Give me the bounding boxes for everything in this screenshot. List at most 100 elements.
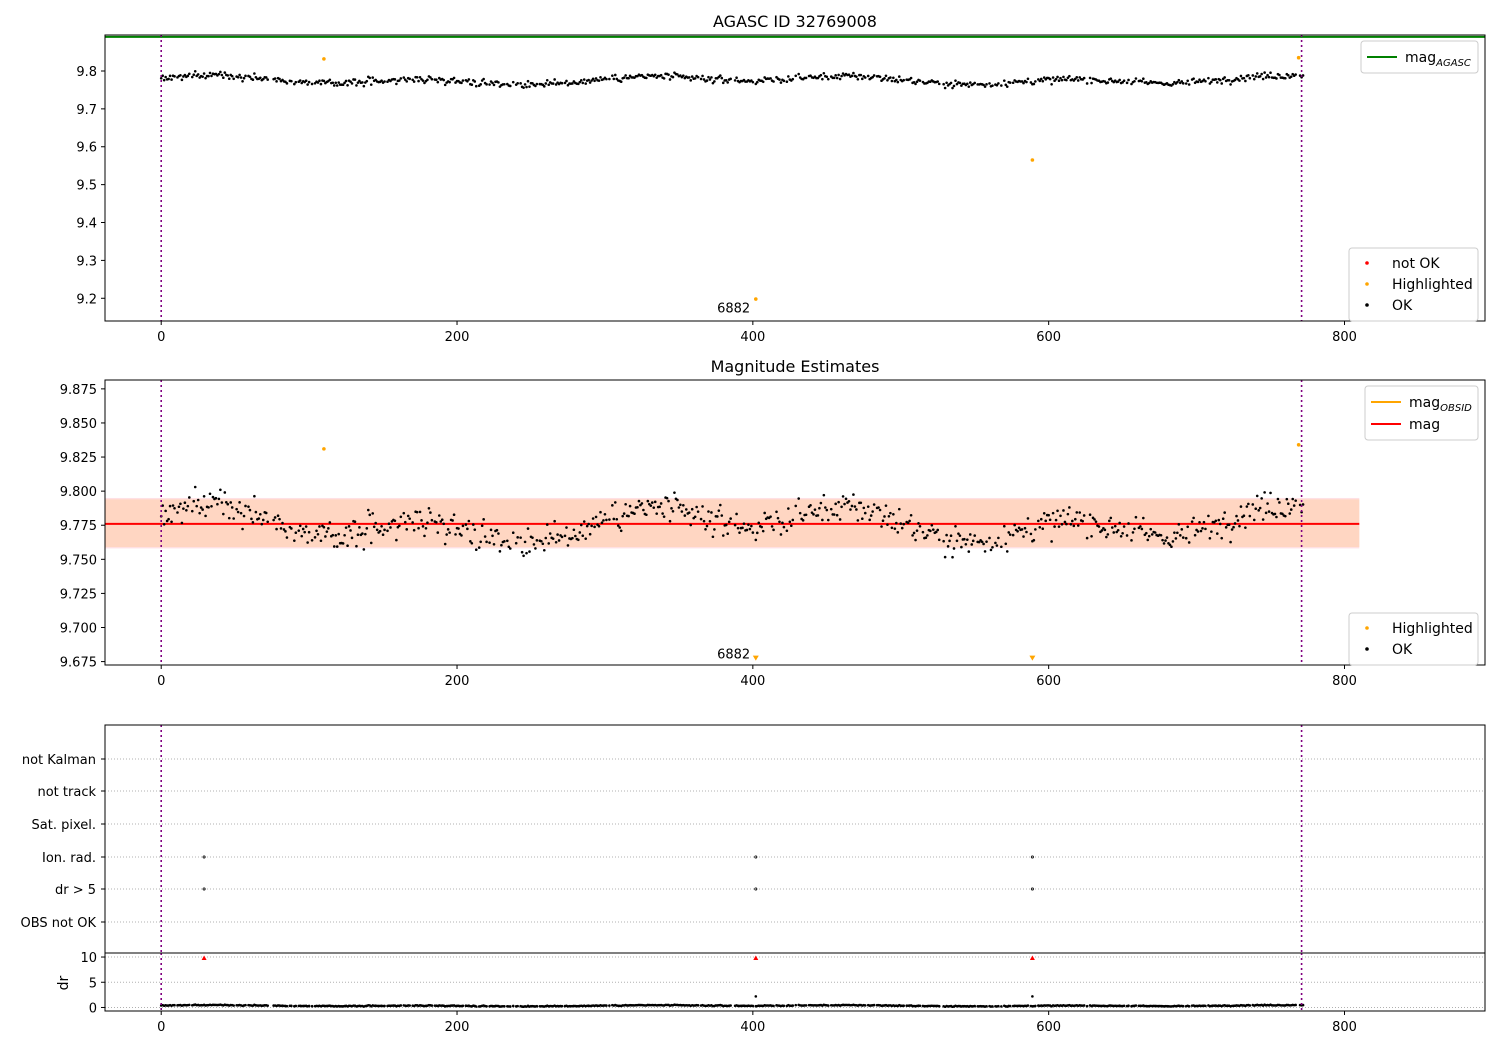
ok-point xyxy=(937,538,941,542)
ok-point xyxy=(1025,80,1028,84)
ok-point xyxy=(173,1003,176,1007)
ok-point xyxy=(667,73,670,76)
ok-point xyxy=(838,518,842,521)
ok-point xyxy=(186,74,190,78)
ok-point xyxy=(244,504,247,508)
ok-point xyxy=(253,494,256,498)
ok-point xyxy=(721,534,725,537)
ok-point xyxy=(353,78,357,81)
ok-point xyxy=(188,1003,191,1007)
legend-box xyxy=(1348,612,1479,666)
ok-point xyxy=(297,529,301,532)
ok-point xyxy=(1039,517,1043,521)
ok-point xyxy=(816,76,820,80)
ok-point xyxy=(1134,77,1138,80)
ok-point xyxy=(1171,82,1175,86)
ok-point xyxy=(605,77,608,81)
ok-point xyxy=(608,518,611,521)
ok-point xyxy=(260,522,264,526)
ok-point xyxy=(825,75,829,79)
ok-point xyxy=(571,536,574,540)
ok-point xyxy=(219,70,222,74)
ok-point xyxy=(707,510,710,513)
ok-point xyxy=(1186,79,1190,83)
ok-point xyxy=(229,501,233,504)
legend-label: mag xyxy=(1409,417,1440,433)
ok-point xyxy=(236,75,240,79)
ok-point xyxy=(890,79,894,83)
ok-point xyxy=(1150,533,1154,536)
ok-point xyxy=(1251,74,1255,77)
ok-point xyxy=(1266,73,1269,77)
ok-point xyxy=(794,1003,798,1007)
ok-point xyxy=(1131,531,1135,534)
ok-point xyxy=(230,74,234,78)
ok-point xyxy=(452,513,456,516)
ok-point xyxy=(1238,524,1241,528)
y-tick-label: 9.775 xyxy=(60,519,97,534)
ok-point xyxy=(1251,503,1255,506)
ok-point xyxy=(612,517,616,521)
ok-point xyxy=(735,512,738,516)
ok-point xyxy=(1016,529,1019,533)
ok-point xyxy=(545,78,549,82)
ok-point xyxy=(751,1004,755,1008)
ok-point xyxy=(701,505,704,508)
ok-point xyxy=(553,78,556,81)
ok-point xyxy=(1108,519,1111,523)
ok-point xyxy=(220,73,224,77)
ok-point xyxy=(239,511,243,515)
ok-point xyxy=(278,77,281,81)
ok-point xyxy=(1062,509,1065,512)
ok-point xyxy=(1109,77,1113,80)
ok-point xyxy=(991,84,994,87)
ok-point xyxy=(1218,78,1222,82)
ok-point xyxy=(1239,74,1243,78)
ok-point xyxy=(349,529,352,532)
ok-point xyxy=(412,528,416,532)
ok-point xyxy=(430,77,434,81)
ok-point xyxy=(1047,513,1050,517)
ok-point xyxy=(284,530,287,533)
ok-point xyxy=(1063,520,1067,524)
ok-point xyxy=(483,535,487,538)
ok-point xyxy=(322,525,326,529)
ok-point xyxy=(862,506,866,510)
ok-point xyxy=(217,497,221,501)
ok-point xyxy=(1263,491,1266,494)
ok-point xyxy=(474,84,478,88)
ok-point xyxy=(742,522,746,525)
ok-point xyxy=(418,510,422,514)
ok-point xyxy=(406,514,410,518)
ok-point xyxy=(761,80,765,84)
ok-point xyxy=(798,511,802,515)
ok-point xyxy=(633,512,636,516)
ok-point xyxy=(1278,501,1281,504)
ok-point xyxy=(304,79,308,83)
ok-point xyxy=(653,73,657,77)
x-tick-label: 0 xyxy=(157,330,165,345)
ok-point xyxy=(319,539,323,543)
ok-point xyxy=(403,520,407,524)
ok-point xyxy=(661,512,664,515)
ok-point xyxy=(1204,79,1207,83)
ok-point xyxy=(884,504,888,507)
ok-point xyxy=(995,83,999,87)
ok-point xyxy=(605,1004,608,1007)
ok-point xyxy=(1242,76,1246,80)
ok-point xyxy=(273,77,277,80)
ok-point xyxy=(202,72,206,75)
ok-point xyxy=(300,534,304,538)
ok-point xyxy=(1029,532,1033,536)
ok-point xyxy=(1068,74,1071,78)
ok-point xyxy=(1037,519,1040,523)
y-tick-label: 9.4 xyxy=(76,217,97,232)
ok-point xyxy=(334,534,338,537)
ok-point xyxy=(192,73,196,76)
ok-point xyxy=(892,512,895,516)
ok-point xyxy=(362,84,366,88)
flag-point xyxy=(1030,887,1034,891)
ok-point xyxy=(565,79,568,83)
ok-point xyxy=(219,488,222,492)
ok-point xyxy=(451,519,454,522)
